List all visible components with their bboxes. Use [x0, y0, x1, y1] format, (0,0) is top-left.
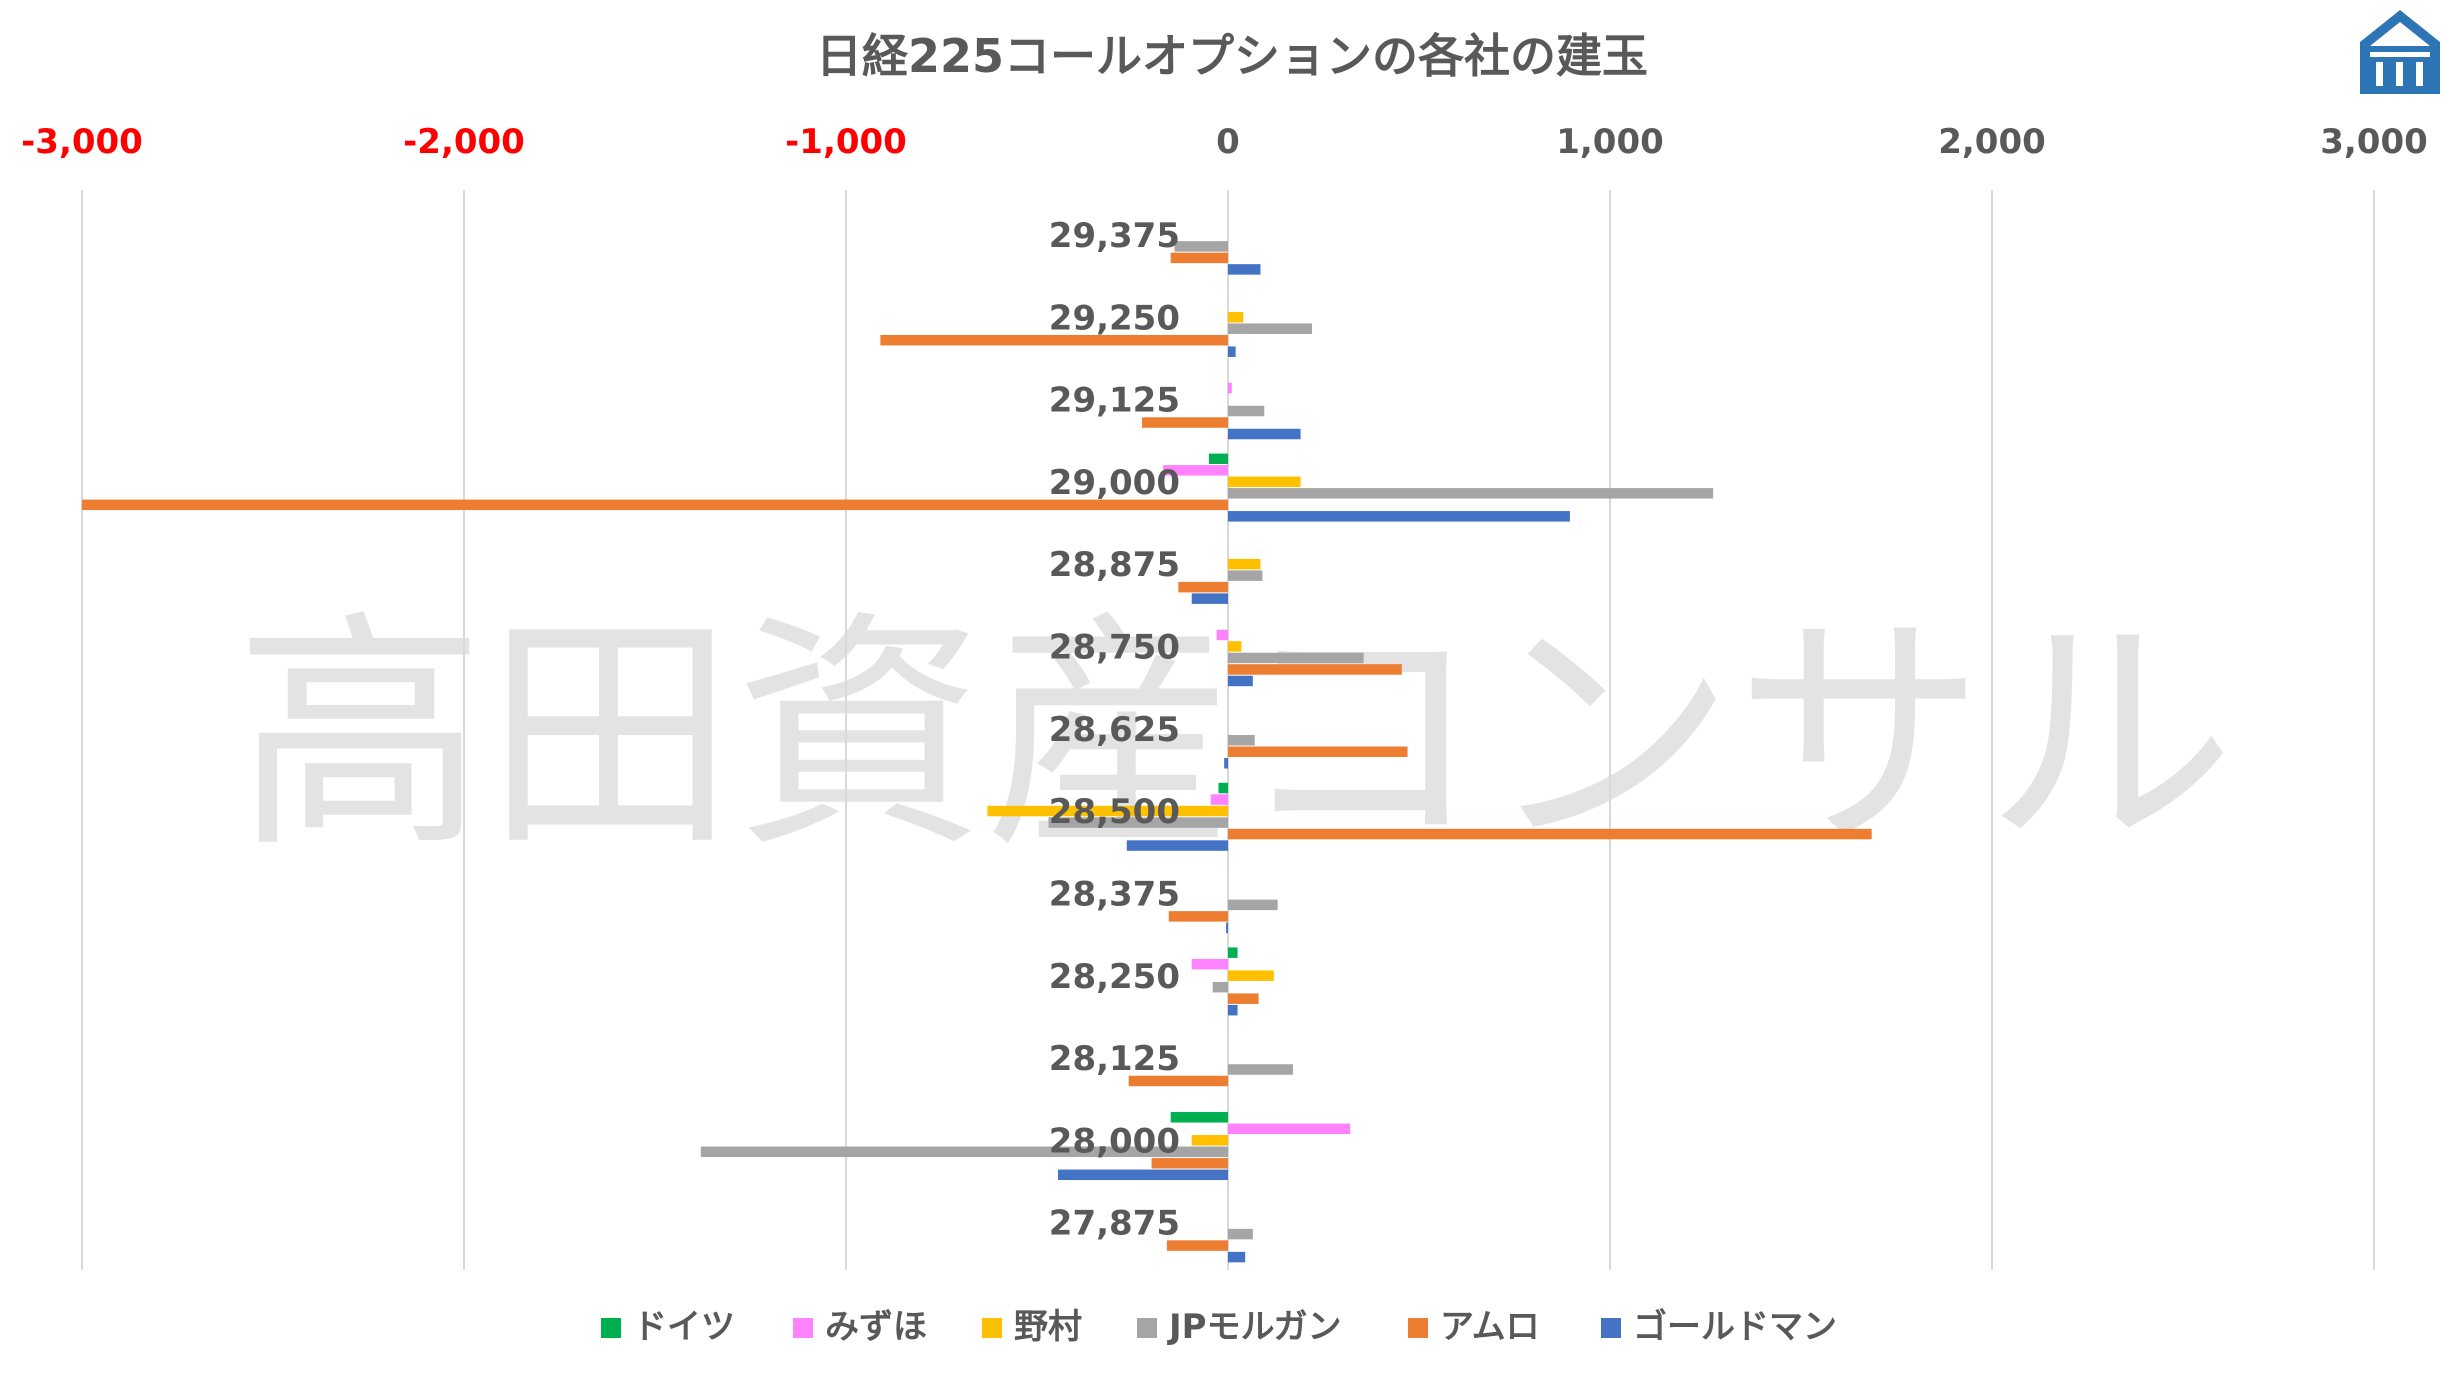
- bar: [1228, 511, 1570, 522]
- bar: [1151, 1158, 1228, 1169]
- bar: [1163, 465, 1228, 476]
- legend-swatch: [1408, 1318, 1428, 1338]
- bar: [1228, 264, 1261, 275]
- y-tick-label: 29,375: [1049, 216, 1180, 256]
- bar: [1228, 558, 1261, 570]
- bar: [1170, 1112, 1228, 1123]
- bar: [1048, 817, 1228, 828]
- y-tick-label: 28,750: [1049, 628, 1180, 668]
- x-tick-label: -3,000: [21, 122, 143, 162]
- bar: [1228, 746, 1408, 757]
- legend-item: ドイツ: [601, 1307, 735, 1347]
- legend-item: JPモルガン: [1137, 1307, 1342, 1347]
- bar: [1228, 652, 1364, 664]
- bar: [1228, 899, 1278, 911]
- bar: [1168, 911, 1228, 922]
- y-tick-label: 28,625: [1049, 710, 1180, 750]
- legend-swatch: [793, 1318, 813, 1338]
- chart-title: 日経225コールオプションの各社の建玉: [816, 29, 1648, 83]
- y-tick-label: 28,875: [1049, 545, 1180, 585]
- bar: [1228, 1123, 1351, 1135]
- bar: [1228, 1251, 1246, 1263]
- bar: [1228, 405, 1265, 417]
- legend-swatch: [1137, 1318, 1157, 1338]
- x-tick-label: -1,000: [785, 122, 907, 162]
- x-tick-label: 3,000: [2320, 122, 2428, 162]
- bar: [1128, 1075, 1228, 1087]
- legend-label: ゴールドマン: [1633, 1307, 1837, 1347]
- legend-label: 野村: [1014, 1307, 1082, 1347]
- bar: [1191, 1135, 1228, 1146]
- bar: [1228, 476, 1301, 488]
- bar: [1126, 840, 1228, 851]
- bar: [1228, 1004, 1238, 1016]
- legend-label: アムロ: [1440, 1307, 1540, 1347]
- bar: [987, 805, 1228, 817]
- bar: [1228, 488, 1714, 499]
- bar: [1228, 947, 1238, 958]
- bar: [1170, 252, 1228, 264]
- x-tick-label: 2,000: [1938, 122, 2046, 162]
- bar: [1058, 1169, 1228, 1181]
- legend-label: ドイツ: [633, 1307, 735, 1347]
- legend-item: ゴールドマン: [1601, 1307, 1837, 1347]
- bar: [1228, 1064, 1293, 1075]
- bar: [1212, 981, 1228, 993]
- bar: [1228, 993, 1259, 1004]
- bar: [1208, 453, 1228, 465]
- legend-item: アムロ: [1408, 1307, 1540, 1347]
- y-tick-label: 28,000: [1049, 1121, 1180, 1161]
- bar: [1142, 417, 1228, 428]
- bar: [1228, 1228, 1253, 1240]
- legend-swatch: [982, 1318, 1002, 1338]
- bar: [1224, 758, 1228, 769]
- roof-logo-icon: [2360, 10, 2440, 94]
- bar: [1228, 311, 1244, 323]
- bar: [1228, 675, 1253, 687]
- bar: [1226, 922, 1228, 934]
- y-tick-label: 28,500: [1049, 792, 1180, 832]
- legend-label: みずほ: [825, 1307, 927, 1347]
- bar: [1228, 641, 1242, 652]
- bar: [1178, 581, 1228, 593]
- bar: [700, 1146, 1228, 1158]
- bar: [1174, 241, 1228, 252]
- bar: [1228, 382, 1232, 394]
- legend-swatch: [601, 1318, 621, 1338]
- bar: [1191, 593, 1228, 604]
- bar: [1228, 323, 1313, 334]
- y-tick-label: 29,250: [1049, 298, 1180, 338]
- bar: [1228, 428, 1301, 440]
- bar: [1228, 970, 1274, 981]
- bar: [82, 499, 1228, 511]
- bar: [1166, 1240, 1228, 1251]
- bar: [1228, 735, 1255, 746]
- x-tick-label: 0: [1216, 122, 1240, 162]
- legend-swatch: [1601, 1318, 1621, 1338]
- y-tick-label: 27,875: [1049, 1204, 1180, 1244]
- bar: [1191, 958, 1228, 970]
- bar: [880, 334, 1228, 346]
- bar: [1228, 570, 1263, 581]
- y-tick-label: 28,125: [1049, 1039, 1180, 1079]
- bar: [1228, 346, 1236, 357]
- bar: [1228, 664, 1402, 675]
- bar: [1228, 828, 1872, 840]
- bar: [1210, 794, 1228, 805]
- y-tick-label: 29,125: [1049, 381, 1180, 421]
- y-tick-label: 28,375: [1049, 874, 1180, 914]
- x-tick-label: -2,000: [403, 122, 525, 162]
- legend-item: みずほ: [793, 1307, 927, 1347]
- bar: [1218, 782, 1228, 794]
- x-tick-label: 1,000: [1556, 122, 1664, 162]
- y-tick-label: 28,250: [1049, 957, 1180, 997]
- y-tick-label: 29,000: [1049, 463, 1180, 503]
- bar: [1216, 629, 1228, 641]
- legend-label: JPモルガン: [1167, 1307, 1342, 1347]
- legend-item: 野村: [982, 1307, 1082, 1347]
